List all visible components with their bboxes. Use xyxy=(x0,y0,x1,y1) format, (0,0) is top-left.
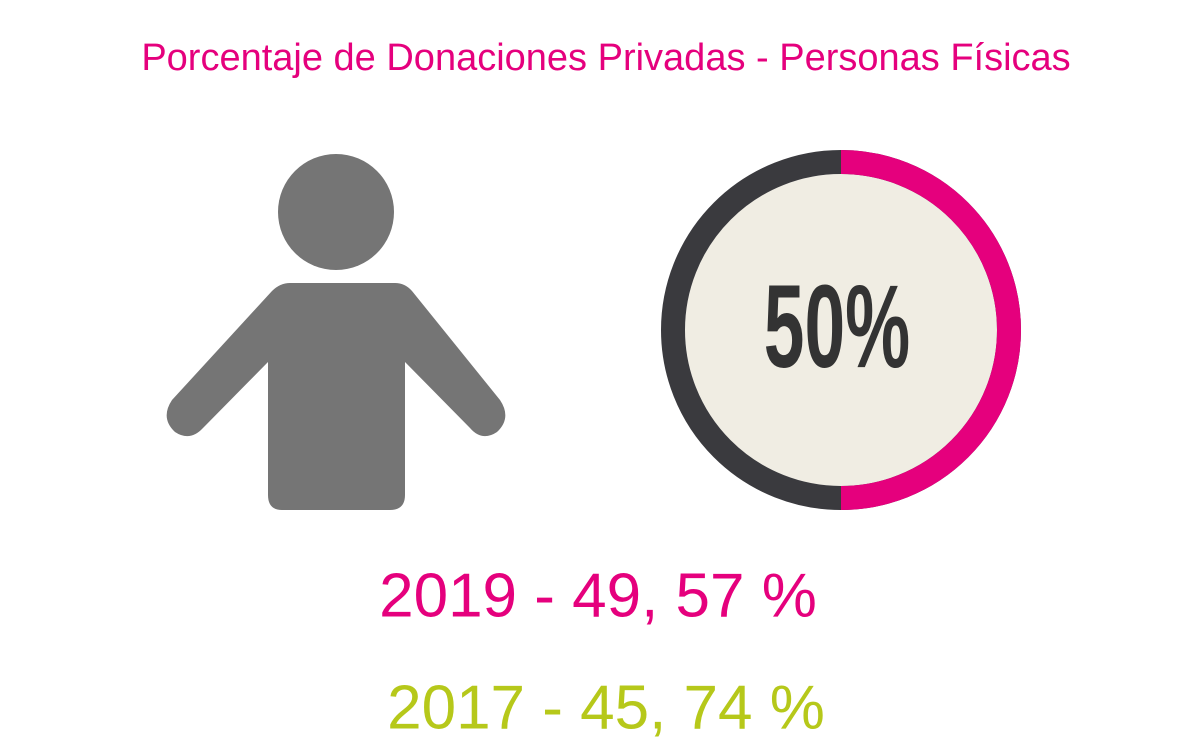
person-body xyxy=(166,283,506,510)
value-arc xyxy=(840,150,1021,510)
donut: 50% xyxy=(661,150,1021,510)
annotation: 2019 - 49, 57 % xyxy=(379,561,817,630)
annotation: 2017 - 45, 74 % xyxy=(387,673,825,742)
person-icon xyxy=(166,154,506,510)
value-label: 50% xyxy=(764,260,910,392)
inner-disc xyxy=(685,174,997,486)
title: Porcentaje de Donaciones Privadas - Pers… xyxy=(141,37,1070,79)
person-head xyxy=(278,154,394,270)
